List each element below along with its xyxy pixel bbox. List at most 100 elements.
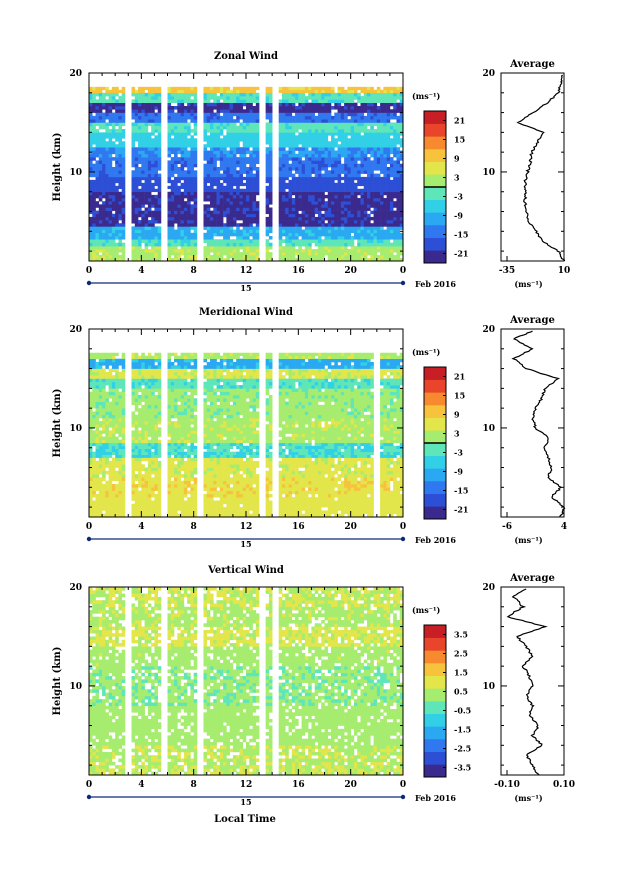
heatmap-cell <box>138 210 142 215</box>
heatmap-cell <box>373 246 378 250</box>
heatmap-cell <box>190 500 194 505</box>
heatmap-cell <box>295 109 299 113</box>
heatmap-cell <box>324 99 329 103</box>
heatmap-cell <box>121 213 126 218</box>
heatmap-cell <box>350 160 355 164</box>
heatmap-cell <box>324 109 329 113</box>
heatmap-cell <box>229 115 234 120</box>
heatmap-cell <box>291 239 296 243</box>
heatmap-cell <box>190 207 194 211</box>
heatmap-cell <box>111 503 116 508</box>
heatmap-cell <box>183 138 188 142</box>
heatmap-cell <box>281 213 286 218</box>
heatmap-cell <box>108 255 113 259</box>
heatmap-cell <box>203 109 208 113</box>
heatmap-cell <box>190 170 194 174</box>
heatmap-cell <box>131 503 136 508</box>
heatmap-cell <box>219 255 224 259</box>
heatmap-cell <box>154 92 158 97</box>
heatmap-cell <box>347 226 351 230</box>
heatmap-cell <box>102 179 106 184</box>
heatmap-cell <box>206 157 211 161</box>
heatmap-cell <box>236 135 240 139</box>
heatmap-cell <box>314 119 319 123</box>
heatmap-cell <box>337 194 342 199</box>
heatmap-cell <box>239 513 244 518</box>
heatmap-cell <box>268 170 273 174</box>
heatmap-cell <box>239 167 244 171</box>
heatmap-cell <box>380 179 384 184</box>
heatmap-cell <box>131 188 136 193</box>
heatmap-cell <box>118 122 123 127</box>
heatmap-cell <box>367 500 371 505</box>
heatmap-cell <box>111 99 116 103</box>
heatmap-cell <box>295 220 299 224</box>
heatmap-cell <box>268 229 273 234</box>
heatmap-cell <box>347 141 351 145</box>
heatmap-cell <box>92 122 96 127</box>
heatmap-cell <box>370 86 374 91</box>
heatmap-cell <box>370 160 374 164</box>
heatmap-cell <box>216 252 221 256</box>
heatmap-cell <box>360 204 365 208</box>
heatmap-cell <box>298 115 302 120</box>
heatmap-cell <box>281 216 286 221</box>
heatmap-cell <box>226 167 230 171</box>
heatmap-cell <box>246 242 250 247</box>
heatmap-cell <box>108 99 113 103</box>
heatmap-cell <box>298 185 302 190</box>
heatmap-cell <box>298 112 302 117</box>
heatmap-cell <box>167 150 172 155</box>
heatmap-cell <box>105 258 109 262</box>
date-line-marker <box>400 280 406 286</box>
heatmap-cell <box>138 147 142 151</box>
heatmap-cell <box>252 220 257 224</box>
heatmap-cell <box>232 132 237 136</box>
heatmap-cell <box>373 112 378 117</box>
heatmap-cell <box>154 182 158 187</box>
heatmap-cell <box>363 198 368 202</box>
heatmap-cell <box>393 255 397 259</box>
heatmap-cell <box>187 210 191 215</box>
heatmap-cell <box>102 210 106 215</box>
heatmap-cell <box>386 86 391 91</box>
heatmap-cell <box>183 207 188 211</box>
heatmap-cell <box>324 239 329 243</box>
heatmap-cell <box>167 153 172 158</box>
heatmap-cell <box>213 105 217 110</box>
heatmap-cell <box>151 92 155 97</box>
heatmap-cell <box>115 210 119 215</box>
heatmap-cell <box>340 147 345 151</box>
heatmap-cell <box>383 176 387 181</box>
heatmap-cell <box>242 220 247 224</box>
heatmap-cell <box>219 144 224 148</box>
heatmap-cell <box>193 109 198 113</box>
heatmap-cell <box>236 207 240 211</box>
heatmap-cell <box>102 102 106 107</box>
heatmap-cell <box>229 246 234 250</box>
heatmap-cell <box>138 239 142 243</box>
heatmap-cell <box>295 201 299 205</box>
heatmap-cell <box>383 188 387 193</box>
heatmap-cell <box>187 129 191 133</box>
heatmap-cell <box>249 132 253 136</box>
heatmap-cell <box>255 132 260 136</box>
heatmap-cell <box>203 252 208 256</box>
heatmap-cell <box>268 160 273 164</box>
heatmap-cell <box>285 500 289 505</box>
heatmap-cell <box>304 170 309 174</box>
heatmap-cell <box>331 236 335 240</box>
panel-title: Meridional Wind <box>199 307 293 318</box>
heatmap-cell <box>396 223 401 227</box>
heatmap-cell <box>380 105 384 110</box>
heatmap-cell <box>226 216 230 221</box>
heatmap-cell <box>226 157 230 161</box>
heatmap-cell <box>357 167 361 171</box>
heatmap-cell <box>180 220 185 224</box>
heatmap-cell <box>360 191 365 196</box>
heatmap-cell <box>255 115 260 120</box>
date-line-marker <box>86 280 92 286</box>
heatmap-cell <box>115 138 119 142</box>
heatmap-cell <box>383 229 387 234</box>
heatmap-cell <box>353 246 358 250</box>
